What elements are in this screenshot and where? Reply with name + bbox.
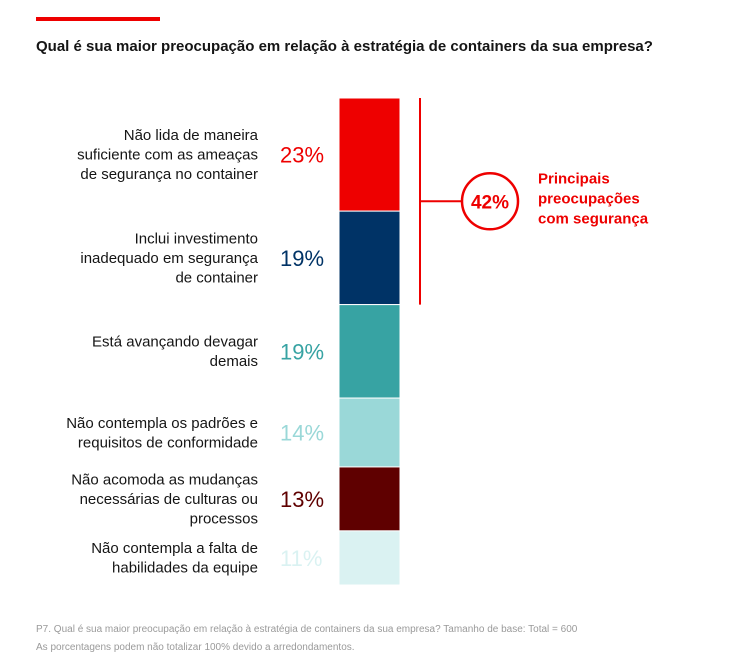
bar-segment-1 (338, 97, 401, 212)
value-label-4: 14% (280, 421, 324, 446)
bar-segment-6 (338, 530, 401, 586)
stacked-bar-chart: Não lida de maneira suficiente com as ame… (66, 97, 649, 586)
bar-segment-2 (338, 210, 401, 306)
annotation-text: Principais preocupações com segurança (538, 170, 649, 227)
value-label-2: 19% (280, 246, 324, 271)
value-label-1: 23% (280, 143, 324, 168)
category-label-1: Não lida de maneira suficiente com as ame… (77, 127, 259, 183)
value-label-3: 19% (280, 339, 324, 364)
category-label-5: Não acomoda as mudanças necessárias de cu… (71, 471, 258, 527)
category-label-2: Inclui investimento inadequado em seguran… (80, 230, 258, 286)
bar-segment-3 (338, 304, 401, 399)
chart-title: Qual é sua maior preocupação em relação … (36, 38, 653, 55)
footnote-source: P7. Qual é sua maior preocupação em rela… (36, 624, 578, 635)
bar-segment-4 (338, 397, 401, 468)
annotation-circle (460, 172, 520, 231)
value-label-5: 13% (280, 487, 324, 512)
category-label-4: Não contempla os padrões e requisitos de … (66, 415, 258, 452)
accent-rule (36, 17, 160, 21)
footnote-rounding: As porcentagens podem não totalizar 100%… (36, 642, 355, 653)
category-label-3: Está avançando devagar demais (92, 334, 258, 371)
bar-segment-5 (338, 466, 401, 532)
category-label-6: Não contempla a falta de habilidades da e… (91, 540, 258, 577)
value-label-6: 11% (280, 546, 322, 571)
annotation-value: 42% (471, 192, 509, 213)
